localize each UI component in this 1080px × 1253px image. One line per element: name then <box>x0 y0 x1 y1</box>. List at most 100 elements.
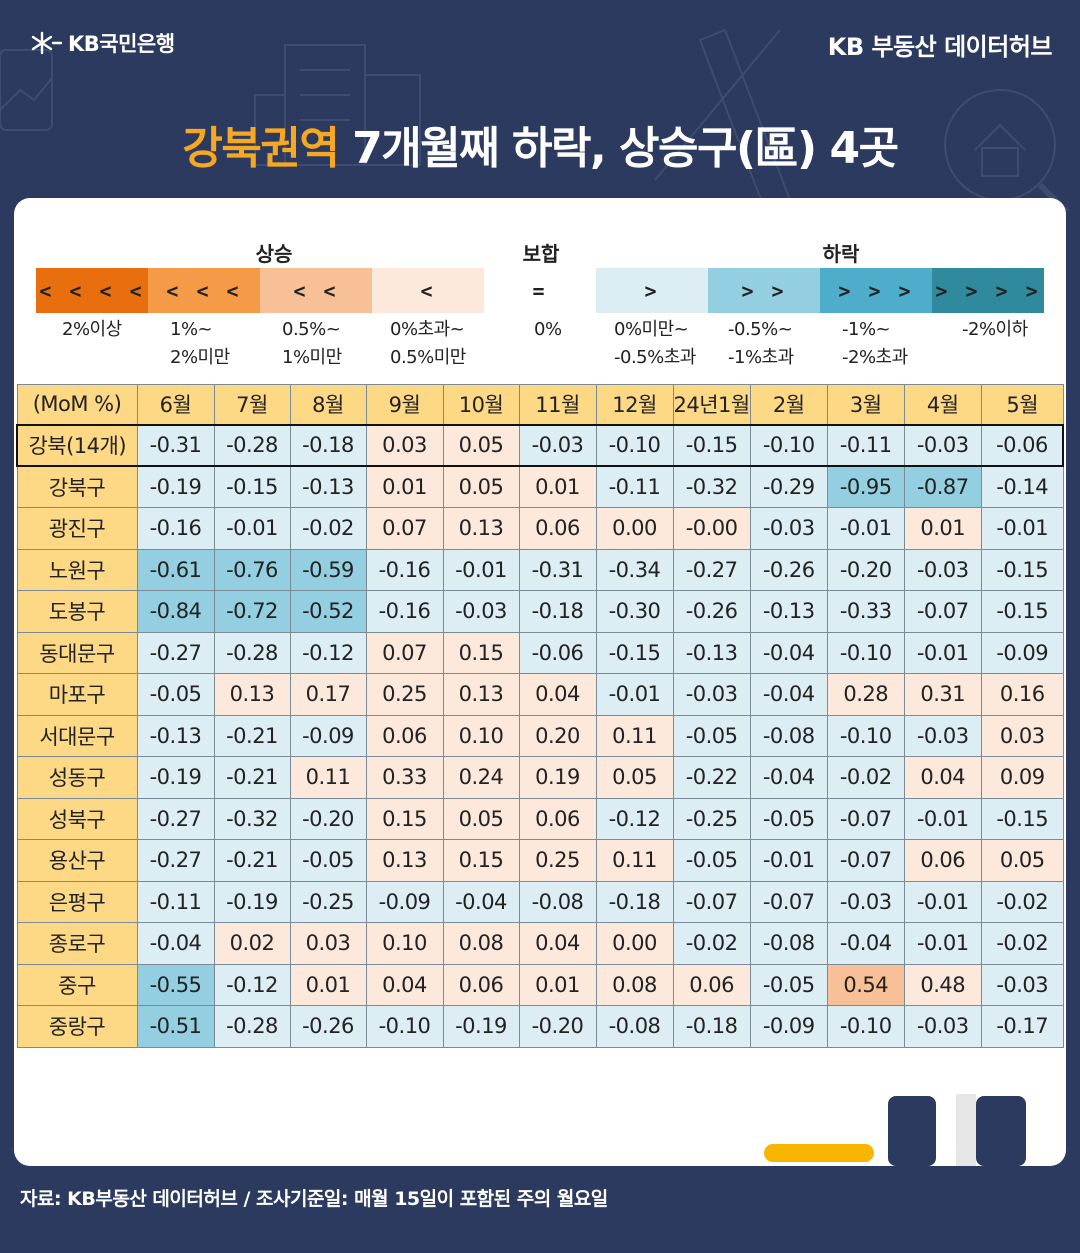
value-cell: 0.13 <box>442 507 520 550</box>
value-cell: -0.19 <box>136 756 215 799</box>
value-cell: -0.15 <box>980 590 1064 633</box>
district-label: 서대문구 <box>16 714 138 757</box>
value-cell: 0.06 <box>442 963 520 1006</box>
value-cell: -0.03 <box>903 548 982 591</box>
table-row: 노원구 -0.61 -0.76 -0.59 -0.16 -0.01 -0.31 -0.34 -0… <box>16 548 1064 591</box>
legend-swatch: < < < < <box>36 268 148 313</box>
value-cell: -0.15 <box>213 465 291 508</box>
value-cell: 0.01 <box>518 465 597 508</box>
value-cell: -0.01 <box>903 631 982 674</box>
value-cell: 0.02 <box>213 922 291 965</box>
month-header: 7월 <box>213 384 291 425</box>
value-cell: -0.20 <box>518 1005 597 1048</box>
district-label: 중구 <box>16 963 138 1006</box>
value-cell: -0.16 <box>136 507 215 550</box>
value-cell: 0.11 <box>595 839 674 882</box>
legend-swatch: > <box>596 268 708 313</box>
value-cell: -0.06 <box>518 631 597 674</box>
value-cell: -0.04 <box>749 756 828 799</box>
value-cell: -0.03 <box>903 714 982 757</box>
table-row: 성동구 -0.19 -0.21 0.11 0.33 0.24 0.19 0.05 -0.22 -0… <box>16 756 1064 799</box>
value-cell: 0.05 <box>595 756 674 799</box>
month-header: 11월 <box>518 384 597 425</box>
value-cell: -0.27 <box>136 631 215 674</box>
value-cell: -0.04 <box>749 673 828 716</box>
kb-bank-logo: KB국민은행 <box>28 28 175 58</box>
value-cell: -0.15 <box>980 797 1064 840</box>
value-cell: -0.27 <box>672 548 751 591</box>
page-title: 강북권역 7개월째 하락, 상승구(區) 4곳 <box>0 112 1080 176</box>
value-cell: 0.16 <box>980 673 1064 716</box>
district-label: 성동구 <box>16 756 138 799</box>
value-cell: -0.14 <box>980 465 1064 508</box>
value-cell: -0.29 <box>749 465 828 508</box>
value-cell: 0.03 <box>365 423 444 467</box>
value-cell: -0.28 <box>213 631 291 674</box>
legend-range-label: 0%초과~ 0.5%미만 <box>390 319 466 368</box>
legend-range-label: 0%미만~ -0.5%초과 <box>614 319 696 368</box>
value-cell: -0.52 <box>289 590 367 633</box>
value-cell: 0.07 <box>365 631 444 674</box>
value-cell: -0.32 <box>672 465 751 508</box>
value-cell: 0.06 <box>518 507 597 550</box>
district-label: 성북구 <box>16 797 138 840</box>
value-cell: -0.12 <box>213 963 291 1006</box>
value-cell: -0.21 <box>213 839 291 882</box>
value-cell: -0.07 <box>826 797 905 840</box>
value-cell: -0.02 <box>826 756 905 799</box>
value-cell: -0.10 <box>595 423 674 467</box>
value-cell: 0.08 <box>595 963 674 1006</box>
month-header: 24년1월 <box>672 384 751 425</box>
value-cell: -0.04 <box>136 922 215 965</box>
month-header: 8월 <box>289 384 367 425</box>
value-cell: -0.10 <box>749 423 828 467</box>
value-cell: 0.08 <box>442 922 520 965</box>
value-cell: -0.27 <box>136 839 215 882</box>
month-header: 5월 <box>980 384 1064 425</box>
summary-row: 강북(14개) -0.31 -0.28 -0.18 0.03 0.05 -0.03 -0.10… <box>16 423 1065 467</box>
value-cell: -0.01 <box>595 673 674 716</box>
value-cell: -0.17 <box>980 1005 1064 1048</box>
decorative-bar <box>764 1144 874 1162</box>
value-cell: 0.04 <box>518 673 597 716</box>
legend-range-label: 0% <box>534 319 562 340</box>
value-cell: 0.20 <box>518 714 597 757</box>
value-cell: -0.18 <box>672 1005 751 1048</box>
value-cell: 0.19 <box>518 756 597 799</box>
value-cell: 0.10 <box>365 922 444 965</box>
value-cell: 0.13 <box>213 673 291 716</box>
value-cell: 0.54 <box>826 963 905 1006</box>
value-cell: -0.18 <box>518 590 597 633</box>
value-cell: -0.13 <box>136 714 215 757</box>
value-cell: -0.01 <box>903 922 982 965</box>
legend-range-label: -2%이하 <box>962 319 1028 340</box>
value-cell: -0.03 <box>826 880 905 923</box>
district-label: 용산구 <box>16 839 138 882</box>
value-cell: -0.32 <box>213 797 291 840</box>
value-cell: -0.59 <box>289 548 367 591</box>
value-cell: 0.01 <box>903 507 982 550</box>
value-cell: -0.61 <box>136 548 215 591</box>
value-cell: 0.04 <box>365 963 444 1006</box>
value-cell: -0.03 <box>749 507 828 550</box>
value-cell: -0.03 <box>903 423 982 467</box>
table-row: 마포구 -0.05 0.13 0.17 0.25 0.13 0.04 -0.01 -0.03 -0… <box>16 673 1064 716</box>
decorative-block <box>956 1094 976 1166</box>
month-header: 2월 <box>749 384 828 425</box>
value-cell: 0.05 <box>442 423 520 467</box>
value-cell: -0.10 <box>365 1005 444 1048</box>
value-cell: -0.03 <box>903 1005 982 1048</box>
value-cell: -0.05 <box>136 673 215 716</box>
value-cell: -0.10 <box>826 1005 905 1048</box>
value-cell: -0.01 <box>903 797 982 840</box>
legend-swatch: = <box>484 268 596 313</box>
value-cell: -0.07 <box>749 880 828 923</box>
value-cell: -0.26 <box>672 590 751 633</box>
month-header: 10월 <box>442 384 520 425</box>
value-cell: -0.01 <box>903 880 982 923</box>
value-cell: 0.01 <box>518 963 597 1006</box>
value-cell: 0.05 <box>980 839 1064 882</box>
value-cell: -0.04 <box>442 880 520 923</box>
value-cell: 0.13 <box>442 673 520 716</box>
unit-header: (MoM %) <box>16 384 138 425</box>
